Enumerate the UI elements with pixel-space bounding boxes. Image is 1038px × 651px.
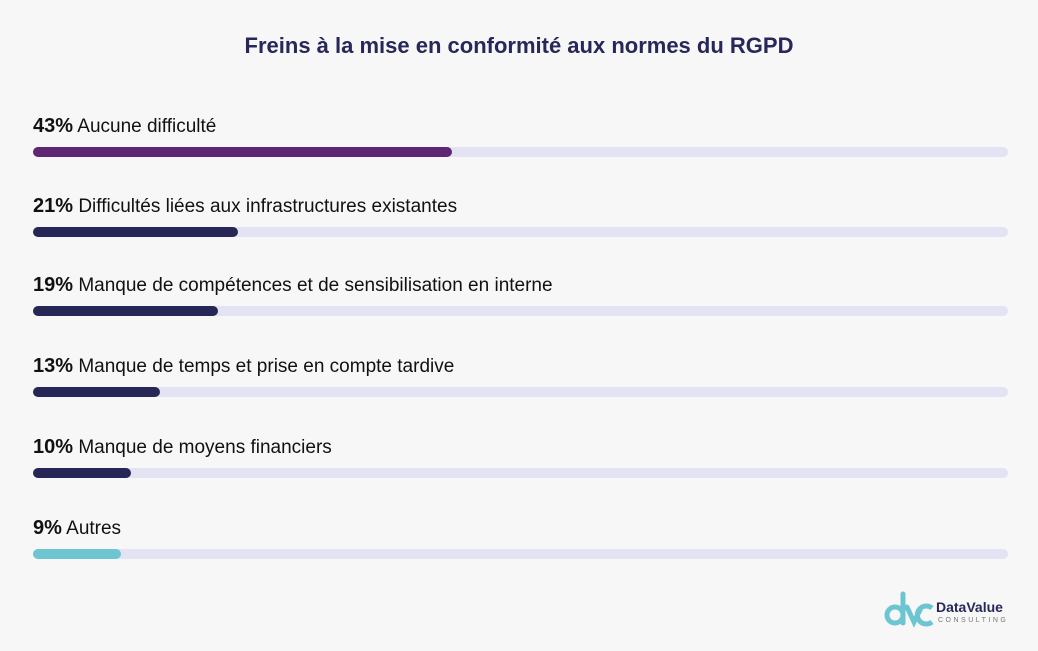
dvc-logo-icon xyxy=(884,591,934,628)
bar-category: Manque de compétences et de sensibilisat… xyxy=(78,275,553,296)
logo-brand: DataValue xyxy=(936,599,1003,615)
bar-track xyxy=(33,147,1008,157)
bar-label: 21% Difficultés liées aux infrastructure… xyxy=(33,194,1008,219)
bar-row: 13% Manque de temps et prise en compte t… xyxy=(33,354,1008,397)
bar-percent: 9% xyxy=(33,517,62,539)
bar-track xyxy=(33,468,1008,478)
bar-label: 9% Autres xyxy=(33,516,1008,541)
bar-category: Manque de moyens financiers xyxy=(78,437,332,458)
bar-percent: 21% xyxy=(33,195,74,217)
bar-fill xyxy=(33,387,160,397)
bar-row: 21% Difficultés liées aux infrastructure… xyxy=(33,194,1008,237)
bar-fill xyxy=(33,468,131,478)
bar-row: 10% Manque de moyens financiers xyxy=(33,435,1008,478)
bar-percent: 43% xyxy=(33,115,74,137)
bar-category: Aucune difficulté xyxy=(77,116,217,137)
chart-title: Freins à la mise en conformité aux norme… xyxy=(244,33,794,58)
bar-fill xyxy=(33,227,238,237)
datavalue-logo: DataValue CONSULTING xyxy=(884,590,1014,630)
bar-fill xyxy=(33,549,121,559)
bar-percent: 10% xyxy=(33,436,74,458)
bar-category: Autres xyxy=(66,518,122,539)
bar-label: 19% Manque de compétences et de sensibil… xyxy=(33,273,1008,298)
logo-sub: CONSULTING xyxy=(938,617,1009,624)
bar-percent: 13% xyxy=(33,355,74,377)
bar-label: 43% Aucune difficulté xyxy=(33,114,1008,139)
bar-row: 9% Autres xyxy=(33,516,1008,559)
bar-label: 10% Manque de moyens financiers xyxy=(33,435,1008,460)
bar-fill xyxy=(33,147,453,157)
bar-row: 43% Aucune difficulté xyxy=(33,114,1008,157)
bar-track xyxy=(33,549,1008,559)
bar-category: Difficultés liées aux infrastructures ex… xyxy=(78,196,458,217)
bar-track xyxy=(33,387,1008,397)
bar-fill xyxy=(33,306,219,316)
bar-track xyxy=(33,227,1008,237)
bar-category: Manque de temps et prise en compte tardi… xyxy=(78,356,455,377)
bar-row: 19% Manque de compétences et de sensibil… xyxy=(33,273,1008,316)
bar-percent: 19% xyxy=(33,274,74,296)
bar-track xyxy=(33,306,1008,316)
bar-label: 13% Manque de temps et prise en compte t… xyxy=(33,354,1008,379)
